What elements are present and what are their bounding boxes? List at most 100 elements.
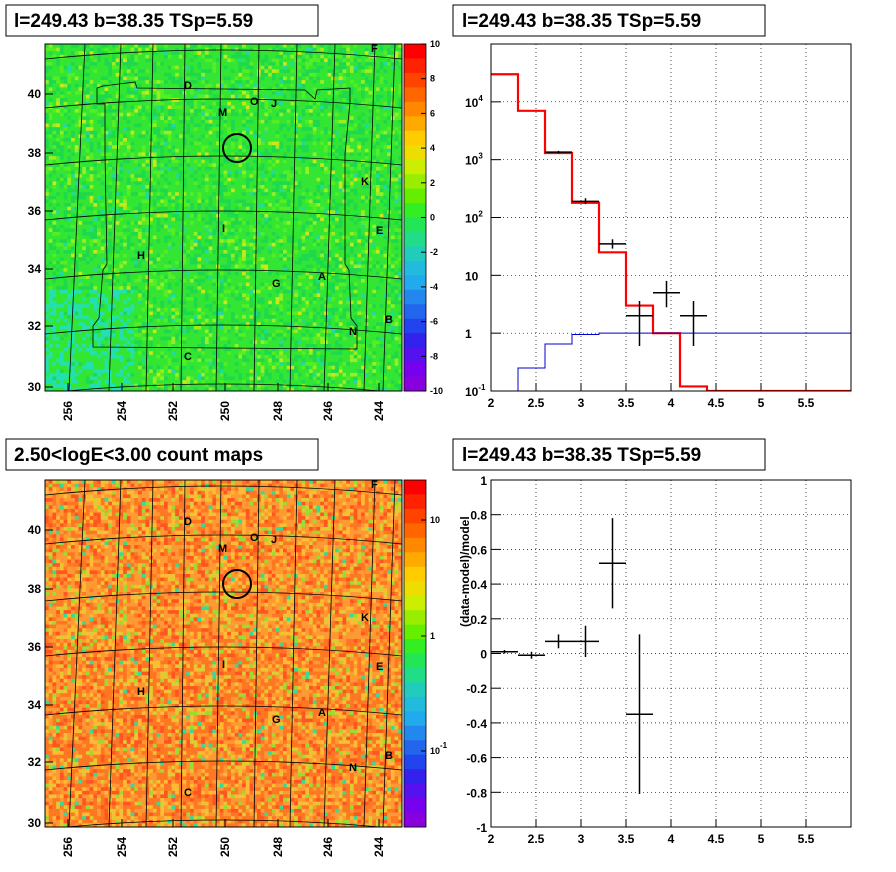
colorbar-swatch bbox=[404, 203, 426, 218]
source-label-J: J bbox=[271, 98, 277, 110]
colorbar-swatch bbox=[404, 812, 426, 828]
colorbar-label: 10 bbox=[430, 39, 440, 49]
source-label-H: H bbox=[137, 686, 145, 698]
y-tick-label: 34 bbox=[28, 262, 42, 276]
y-tick-label: 10-1 bbox=[465, 383, 486, 399]
x-tick-label: 256 bbox=[61, 401, 75, 421]
x-tick-label: 254 bbox=[115, 837, 129, 857]
tsmap-title: l=249.43 b=38.35 TSp=5.59 bbox=[14, 11, 253, 32]
colorbar-swatch bbox=[404, 145, 426, 161]
colorbar-swatch bbox=[404, 44, 426, 59]
y-tick-label: 0.2 bbox=[470, 613, 487, 627]
source-label-A: A bbox=[318, 271, 326, 283]
x-tick-label: 256 bbox=[61, 837, 75, 857]
residuals-title: l=249.43 b=38.35 TSp=5.59 bbox=[462, 445, 701, 466]
colorbar-swatch bbox=[404, 508, 426, 524]
y-tick-label: -0.8 bbox=[466, 786, 487, 800]
map-grid-line bbox=[180, 44, 186, 391]
colorbar-swatch bbox=[404, 159, 426, 175]
colorbar-swatch bbox=[404, 523, 426, 539]
colorbar-label: -6 bbox=[430, 317, 438, 327]
y-axis-label: (data-model)/model bbox=[458, 516, 472, 627]
colorbar-swatch bbox=[404, 711, 426, 727]
secondary-step-line bbox=[517, 332, 851, 391]
x-tick-label: 244 bbox=[372, 401, 386, 421]
source-label-C: C bbox=[184, 787, 192, 799]
colorbar-swatch bbox=[404, 537, 426, 553]
colorbar-swatch bbox=[404, 725, 426, 741]
y-tick-label: 103 bbox=[465, 152, 483, 168]
colorbar-swatch bbox=[404, 58, 426, 74]
colorbar-swatch bbox=[404, 783, 426, 799]
colorbar-swatch bbox=[404, 72, 426, 88]
colorbar-swatch bbox=[404, 494, 426, 510]
x-tick-label: 248 bbox=[271, 837, 285, 857]
y-tick-label: -0.6 bbox=[466, 752, 487, 766]
map-grid-line bbox=[253, 44, 260, 391]
colorbar-swatch bbox=[404, 188, 426, 204]
y-tick-label: 40 bbox=[28, 87, 42, 101]
countmap-target-circle bbox=[222, 569, 252, 599]
spectrum-panel: l=249.43 b=38.35 TSp=5.59 2 2.5 3 3.5 4 4.5 5 5… bbox=[452, 4, 852, 410]
x-tick-label: 5 bbox=[758, 832, 765, 846]
source-label-I: I bbox=[222, 223, 225, 235]
y-tick-label: 32 bbox=[28, 755, 42, 769]
y-tick-label: 36 bbox=[28, 640, 42, 654]
countmap-plot: F D O J M K E I H A G B N C bbox=[45, 480, 402, 827]
colorbar-swatch bbox=[404, 667, 426, 683]
map-grid-line bbox=[289, 44, 298, 391]
spectrum-title-box: l=249.43 b=38.35 TSp=5.59 bbox=[452, 4, 766, 37]
colorbar-swatch bbox=[404, 682, 426, 698]
colorbar-swatch bbox=[404, 289, 426, 305]
map-grid-line bbox=[323, 44, 336, 391]
x-tick-label: 3 bbox=[578, 396, 585, 410]
source-label-K: K bbox=[361, 176, 369, 188]
colorbar-swatch bbox=[404, 275, 426, 291]
source-label-N: N bbox=[349, 762, 357, 774]
source-label-B: B bbox=[385, 314, 393, 326]
countmap-title-box: 2.50<logE<3.00 count maps bbox=[5, 438, 319, 471]
y-tick-label: 30 bbox=[28, 816, 42, 830]
y-tick-label: 36 bbox=[28, 204, 42, 218]
source-label-A: A bbox=[318, 707, 326, 719]
colorbar-label: -2 bbox=[430, 247, 438, 257]
colorbar-swatch bbox=[404, 347, 426, 363]
x-tick-label: 5 bbox=[758, 396, 765, 410]
y-tick-label: 102 bbox=[465, 210, 483, 226]
map-grid-line bbox=[289, 480, 298, 827]
colorbar-label: -4 bbox=[430, 282, 438, 292]
source-label-J: J bbox=[271, 534, 277, 546]
x-tick-label: 4.5 bbox=[708, 396, 725, 410]
colorbar-swatch bbox=[404, 116, 426, 132]
map-grid-line bbox=[363, 44, 376, 391]
spectrum-title: l=249.43 b=38.35 TSp=5.59 bbox=[462, 11, 701, 32]
colorbar-swatch bbox=[404, 376, 426, 392]
colorbar-swatch bbox=[404, 624, 426, 640]
x-tick-label: 250 bbox=[218, 401, 232, 421]
x-tick-label: 246 bbox=[321, 837, 335, 857]
source-label-D: D bbox=[184, 80, 192, 92]
tsmap-title-box: l=249.43 b=38.35 TSp=5.59 bbox=[5, 4, 319, 37]
x-tick-label: 246 bbox=[321, 401, 335, 421]
colorbar-swatch bbox=[404, 333, 426, 349]
map-grid-line bbox=[363, 480, 376, 827]
colorbar-swatch bbox=[404, 740, 426, 756]
colorbar-swatch bbox=[404, 653, 426, 669]
map-grid-line bbox=[45, 485, 402, 496]
y-tick-label: 1 bbox=[465, 327, 472, 341]
map-grid-line bbox=[45, 269, 402, 280]
colorbar-label: 1 bbox=[430, 631, 435, 641]
colorbar-swatch bbox=[404, 566, 426, 582]
map-grid-line bbox=[145, 480, 154, 827]
colorbar-swatch bbox=[404, 304, 426, 320]
colorbar-label: 10-1 bbox=[430, 741, 448, 756]
map-grid-line bbox=[215, 480, 222, 827]
source-label-I: I bbox=[222, 659, 225, 671]
source-label-N: N bbox=[349, 326, 357, 338]
x-tick-label: 3.5 bbox=[618, 832, 635, 846]
map-grid-line bbox=[45, 705, 402, 716]
y-tick-label: 0.6 bbox=[470, 543, 487, 557]
y-tick-label: 10 bbox=[465, 269, 479, 283]
countmap-panel: 2.50<logE<3.00 count maps F D O J M K E I H A G B N C… bbox=[5, 438, 448, 857]
